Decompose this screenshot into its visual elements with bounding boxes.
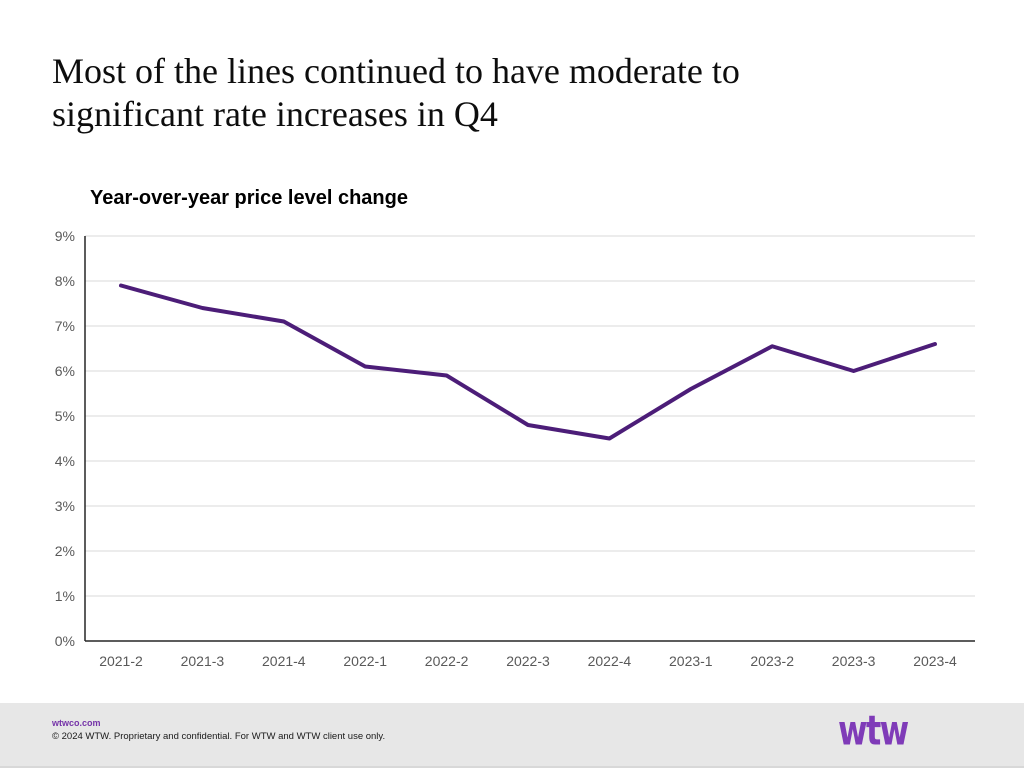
price-line-series	[119, 283, 937, 441]
y-axis-tick-label: 5%	[55, 408, 75, 424]
wtw-logo: wtw	[838, 707, 909, 755]
chart-title: Year-over-year price level change	[90, 187, 408, 209]
gridlines	[85, 235, 975, 642]
y-axis-tick-label: 6%	[55, 363, 75, 379]
x-axis-tick-label: 2021-3	[181, 653, 225, 669]
y-axis-tick-label: 1%	[55, 588, 75, 604]
slide-title-line1: Most of the lines continued to have mode…	[52, 51, 740, 91]
y-axis-tick-label: 0%	[55, 633, 75, 649]
y-axis-tick-label: 4%	[55, 453, 75, 469]
x-axis-tick-label: 2023-3	[832, 653, 876, 669]
y-axis-tick-label: 7%	[55, 318, 75, 334]
y-axis-tick-label: 3%	[55, 498, 75, 514]
footer-website-link[interactable]: wtwco.com	[52, 718, 101, 728]
x-axis-tick-label: 2022-3	[506, 653, 550, 669]
x-axis-tick-label: 2023-4	[913, 653, 957, 669]
x-axis-tick-label: 2023-2	[750, 653, 794, 669]
x-axis-tick-label: 2021-2	[99, 653, 143, 669]
x-axis-tick-label: 2021-4	[262, 653, 306, 669]
y-axis-tick-label: 9%	[55, 228, 75, 244]
x-axis-tick-label: 2022-2	[425, 653, 469, 669]
x-axis-tick-label: 2022-4	[588, 653, 632, 669]
slide-title: Most of the lines continued to have mode…	[52, 50, 912, 136]
x-axis-tick-label: 2023-1	[669, 653, 713, 669]
footer-copyright: © 2024 WTW. Proprietary and confidential…	[52, 731, 386, 742]
y-axis-tick-label: 8%	[55, 273, 75, 289]
x-axis-tick-label: 2022-1	[343, 653, 387, 669]
slide-title-line2: significant rate increases in Q4	[52, 94, 498, 134]
y-axis-tick-label: 2%	[55, 543, 75, 559]
x-axis-labels: 2021-2 2021-3 2021-4 2022-1 2022-2 2022-3 2022…	[99, 653, 957, 669]
y-axis-labels: 0% 1% 2% 3% 4% 5% 6% 7% 8% 9%	[55, 228, 75, 649]
footer: wtwco.com © 2024 WTW. Proprietary and co…	[0, 703, 1024, 768]
